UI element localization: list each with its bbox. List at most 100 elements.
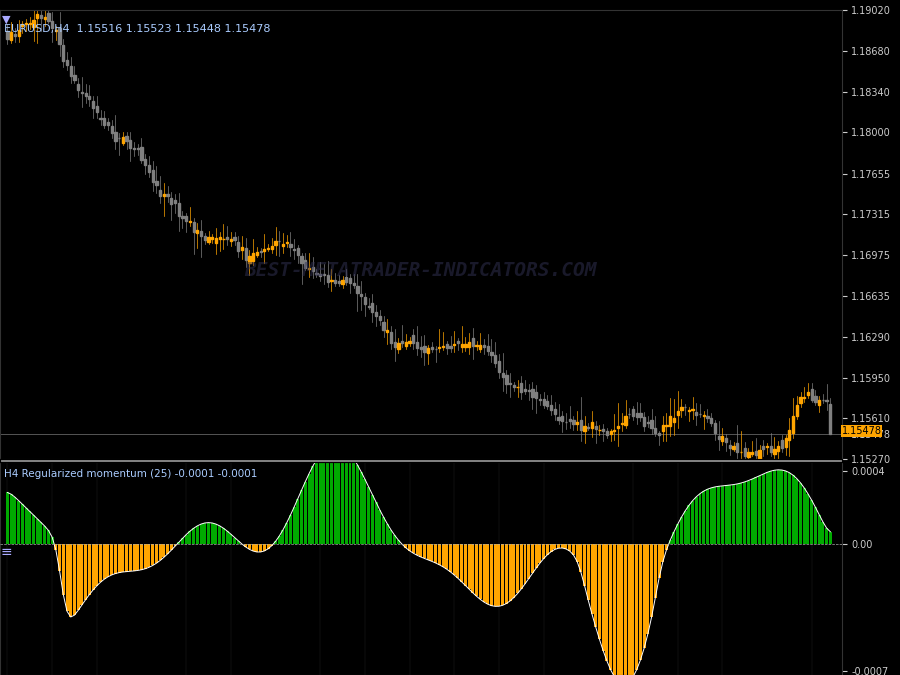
Bar [639, 544, 642, 660]
Bar [632, 544, 634, 675]
Bar [130, 140, 131, 148]
Bar [453, 344, 455, 346]
Bar [111, 126, 112, 133]
Bar [278, 536, 281, 544]
Bar [602, 544, 605, 651]
Bar [759, 450, 760, 460]
Bar [266, 544, 270, 549]
Bar [132, 544, 136, 571]
Bar [315, 273, 318, 274]
Bar [505, 544, 508, 603]
Bar [810, 500, 814, 544]
Bar [14, 497, 16, 544]
Bar [788, 472, 791, 544]
Bar [546, 401, 548, 406]
Bar [166, 544, 169, 554]
Bar [148, 544, 150, 567]
Bar [320, 274, 321, 276]
Bar [732, 485, 735, 544]
Bar [695, 412, 698, 415]
Bar [238, 242, 239, 250]
Bar [200, 524, 202, 544]
Bar [47, 531, 50, 544]
Bar [346, 277, 347, 281]
Bar [461, 344, 463, 347]
Bar [140, 147, 142, 160]
Bar [69, 544, 72, 617]
Bar [10, 494, 13, 544]
Text: H4 Regularized momentum (25) -0.0001 -0.0001: H4 Regularized momentum (25) -0.0001 -0.… [4, 468, 257, 479]
Bar [799, 483, 802, 544]
Bar [311, 267, 314, 271]
Bar [770, 471, 772, 544]
Bar [643, 417, 645, 426]
Bar [501, 544, 504, 605]
Bar [405, 342, 407, 346]
Bar [747, 481, 750, 544]
Bar [349, 278, 351, 283]
Bar [785, 438, 787, 448]
Bar [390, 530, 392, 544]
Bar [754, 477, 757, 544]
Bar [788, 430, 790, 440]
Bar [498, 544, 500, 606]
Bar [48, 13, 50, 21]
Bar [702, 491, 706, 544]
Bar [214, 524, 218, 544]
Bar [621, 423, 623, 424]
Bar [680, 407, 682, 410]
Bar [434, 544, 437, 563]
Bar [416, 342, 418, 348]
Bar [761, 474, 765, 544]
Bar [572, 544, 575, 555]
Bar [404, 544, 408, 548]
Bar [684, 511, 687, 544]
Bar [430, 544, 434, 562]
Bar [375, 312, 377, 316]
Bar [212, 237, 213, 238]
Bar [446, 344, 448, 348]
Bar [92, 101, 94, 109]
Bar [527, 389, 530, 391]
Bar [669, 416, 671, 426]
Bar [542, 544, 545, 559]
Bar [568, 544, 572, 551]
Bar [446, 544, 448, 569]
Bar [464, 344, 466, 347]
Bar [550, 405, 553, 410]
Bar [453, 544, 455, 575]
Bar [747, 452, 750, 457]
Bar [490, 544, 493, 605]
Bar [163, 194, 165, 196]
Bar [811, 389, 813, 400]
Bar [513, 385, 515, 387]
Bar [829, 404, 832, 434]
Bar [58, 28, 60, 43]
Bar [104, 117, 105, 125]
Bar [688, 506, 690, 544]
Bar [226, 237, 229, 238]
Bar [609, 431, 612, 433]
Bar [233, 238, 236, 240]
Bar [348, 454, 352, 544]
Bar [751, 479, 753, 544]
Bar [531, 389, 534, 398]
Bar [829, 532, 832, 544]
Bar [222, 529, 225, 544]
Bar [158, 544, 162, 560]
Bar [419, 346, 422, 349]
Bar [554, 410, 556, 414]
Bar [594, 544, 598, 627]
Bar [140, 544, 143, 570]
Bar [620, 544, 624, 675]
Bar [475, 544, 478, 596]
Bar [487, 346, 489, 352]
Bar [103, 544, 105, 579]
Bar [583, 427, 586, 431]
Bar [144, 159, 147, 165]
Bar [85, 92, 86, 96]
Bar [330, 444, 333, 544]
Bar [550, 544, 553, 551]
Bar [613, 544, 616, 675]
Bar [676, 524, 680, 544]
